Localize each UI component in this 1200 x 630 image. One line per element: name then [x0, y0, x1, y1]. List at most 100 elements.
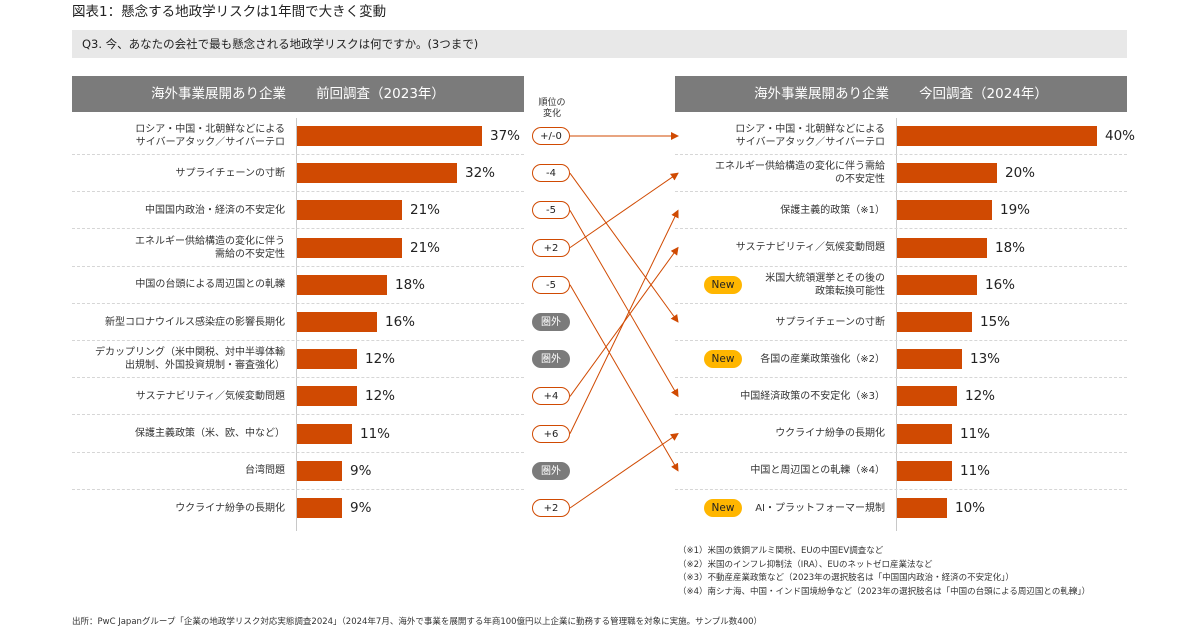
right-bar: [897, 200, 992, 221]
left-value-label: 18%: [395, 276, 426, 293]
left-value-label: 12%: [365, 351, 396, 368]
footnote-3: （※3）不動産産業政策など（2023年の選択肢名は「中国国内政治・経済の不安定化…: [678, 573, 1014, 583]
right-value-label: 16%: [985, 276, 1016, 293]
new-badge: New: [704, 275, 742, 294]
rank-change-badge: -5: [532, 201, 570, 220]
new-badge: New: [704, 350, 742, 369]
right-value-label: 18%: [995, 239, 1026, 256]
row-separator: [72, 154, 524, 155]
left-category-label: サステナビリティ／気候変動問題: [135, 390, 285, 402]
row-separator: [72, 377, 524, 379]
right-category-label: 米国大統領選挙とその後の 政策転換可能性: [765, 272, 885, 297]
left-value-label: 9%: [350, 462, 372, 479]
source-note: 出所：PwC Japanグループ「企業の地政学リスク対応実態調査2024」（20…: [72, 617, 763, 627]
right-bar: [897, 386, 957, 407]
left-header-survey: 前回調査（2023年）: [316, 86, 445, 102]
left-value-label: 9%: [350, 500, 372, 516]
left-category-label: ウクライナ紛争の長期化: [175, 502, 285, 514]
right-bar: [897, 349, 962, 370]
right-category-label: 保護主義的政策（※1）: [780, 204, 885, 216]
rank-change-badge: -5: [532, 275, 570, 294]
right-value-label: 11%: [960, 425, 991, 442]
right-header-survey: 今回調査（2024年）: [919, 86, 1048, 102]
right-bar: [897, 498, 947, 518]
rank-change-arrow: [569, 209, 679, 434]
right-bar: [897, 237, 987, 258]
left-bar: [297, 163, 457, 184]
rank-change-badge: -4: [532, 164, 570, 183]
left-value-label: 21%: [410, 202, 441, 219]
rank-change-badge: +2: [532, 499, 570, 517]
right-bar: [897, 460, 952, 481]
right-category-label: 中国と周辺国との軋轢（※4）: [750, 465, 885, 477]
left-bar: [297, 386, 357, 407]
left-bar: [297, 312, 377, 332]
rank-change-badge: +2: [532, 238, 570, 257]
left-category-label: エネルギー供給構造の変化に伴う 需給の不安定性: [135, 235, 285, 260]
row-separator: [675, 414, 1127, 416]
row-separator: [675, 154, 1127, 155]
rank-change-arrow: [569, 172, 679, 323]
right-header-segment: 海外事業展開あり企業: [754, 86, 890, 102]
left-category-label: 中国国内政治・経済の不安定化: [145, 204, 285, 216]
right-bar: [897, 126, 1097, 146]
right-value-label: 40%: [1105, 128, 1136, 144]
left-bar: [297, 460, 342, 481]
rank-change-badge: +4: [532, 387, 570, 406]
row-separator: [675, 377, 1127, 379]
right-category-label: サステナビリティ／気候変動問題: [735, 242, 885, 254]
rank-change-badge: +6: [532, 424, 570, 443]
row-separator: [675, 228, 1127, 230]
left-bar: [297, 200, 402, 221]
row-separator: [675, 191, 1127, 193]
left-category-label: 中国の台頭による周辺国との軋轢: [135, 279, 285, 291]
left-bar: [297, 237, 402, 258]
right-value-label: 10%: [955, 500, 986, 516]
question-banner: Q3. 今、あなたの会社で最も懸念される地政学リスクは何ですか。(3つまで): [72, 30, 1127, 58]
left-value-label: 12%: [365, 388, 396, 405]
rank-change-arrow: [569, 172, 679, 249]
left-value-label: 11%: [360, 425, 391, 442]
right-bar: [897, 312, 972, 332]
left-category-label: 台湾問題: [245, 465, 285, 477]
row-separator: [72, 302, 524, 304]
row-separator: [72, 191, 524, 193]
right-category-label: AI・プラットフォーマー規制: [755, 502, 885, 514]
row-separator: [72, 451, 524, 453]
right-value-label: 12%: [965, 388, 996, 405]
new-badge: New: [704, 499, 742, 517]
footnote-2: （※2）米国のインフレ抑制法（IRA）、EUのネットゼロ産業法など: [678, 559, 933, 570]
right-category-label: 中国経済政策の不安定化（※3）: [740, 390, 885, 402]
row-separator: [72, 488, 524, 490]
right-bar: [897, 423, 952, 444]
row-separator: [675, 488, 1127, 490]
row-separator: [72, 228, 524, 230]
row-separator: [675, 340, 1127, 341]
footnote-1: （※1）米国の鉄鋼アルミ関税、EUの中国EV調査など: [678, 546, 884, 556]
right-category-label: エネルギー供給構造の変化に伴う需給 の不安定性: [715, 161, 885, 186]
right-value-label: 15%: [980, 314, 1011, 330]
left-axis-line: [296, 118, 297, 532]
left-category-label: ロシア・中国・北朝鮮などによる サイバーアタック／サイバーテロ: [135, 124, 285, 148]
right-bar: [897, 274, 977, 295]
left-category-label: 新型コロナウイルス感染症の影響長期化: [105, 316, 285, 328]
right-value-label: 13%: [970, 351, 1001, 368]
rank-change-badge: 圏外: [532, 461, 570, 480]
figure-title: 図表1：懸念する地政学リスクは1年間で大きく変動: [72, 4, 387, 20]
rank-change-badge: +/-0: [532, 127, 570, 145]
left-panel-header: 海外事業展開あり企業 前回調査（2023年）: [72, 76, 524, 112]
row-separator: [675, 302, 1127, 304]
left-header-segment: 海外事業展開あり企業: [151, 86, 287, 102]
left-category-label: デカップリング（米中関税、対中半導体輸 出規制、外国投資規制・審査強化）: [95, 347, 285, 372]
left-bar: [297, 349, 357, 370]
left-bar: [297, 423, 352, 444]
rank-change-badge: 圏外: [532, 313, 570, 331]
rank-change-badge: 圏外: [532, 350, 570, 369]
row-separator: [675, 265, 1127, 267]
right-panel-header: 海外事業展開あり企業 今回調査（2024年）: [675, 76, 1127, 112]
left-bar: [297, 126, 482, 146]
rank-change-arrow: [569, 210, 679, 398]
right-category-label: ロシア・中国・北朝鮮などによる サイバーアタック／サイバーテロ: [735, 124, 885, 148]
left-category-label: 保護主義政策（米、欧、中など）: [135, 428, 285, 440]
